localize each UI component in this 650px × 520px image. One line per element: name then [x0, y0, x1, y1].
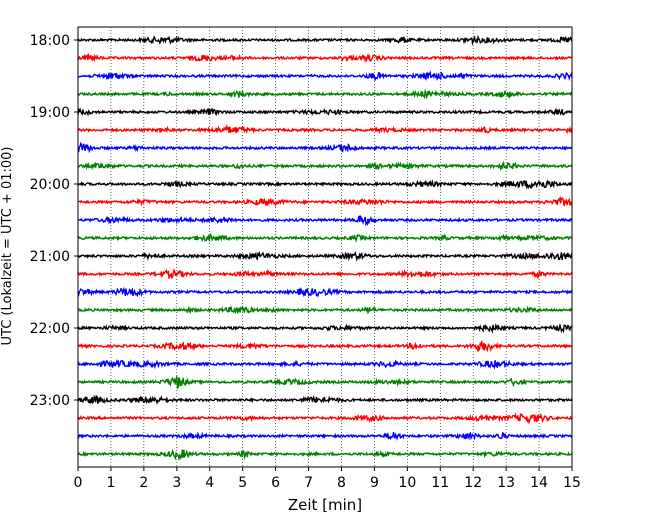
seismogram-trace [78, 34, 573, 46]
seismogram-trace [77, 286, 573, 298]
x-axis-label: Zeit [min] [288, 496, 362, 514]
y-tick-label: 19:00 [30, 105, 70, 121]
x-tick-label: 3 [172, 475, 181, 491]
seismogram-trace [77, 179, 573, 190]
y-tick-label: 21:00 [30, 249, 70, 265]
x-tick-label: 11 [431, 475, 449, 491]
seismogram-trace [77, 250, 573, 262]
x-tick-label: 1 [106, 475, 115, 491]
y-tick-label: 18:00 [30, 33, 70, 49]
x-tick-label: 5 [238, 475, 247, 491]
seismogram-trace [77, 322, 573, 334]
seismogram-trace [77, 123, 573, 135]
seismogram-trace [77, 448, 573, 461]
x-tick-label: 4 [205, 475, 214, 491]
seismogram-trace [77, 394, 573, 406]
x-tick-label: 13 [497, 475, 515, 491]
x-tick-label: 8 [337, 475, 346, 491]
y-axis-label: UTC (Lokalzeit = UTC + 01:00) [0, 147, 15, 346]
y-tick-label: 20:00 [30, 177, 70, 193]
x-tick-label: 2 [139, 475, 148, 491]
x-tick-label: 7 [304, 475, 313, 491]
seismogram-trace [77, 232, 573, 243]
grid-layer [110, 27, 540, 467]
seismogram-trace [77, 88, 573, 100]
seismogram-trace [77, 431, 573, 441]
x-tick-label: 9 [370, 475, 379, 491]
seismogram-trace [77, 107, 573, 117]
seismogram-trace [77, 376, 573, 390]
seismogram-trace [77, 358, 573, 370]
seismogram-trace [77, 52, 572, 64]
y-tick-label: 22:00 [30, 321, 70, 337]
seismogram-trace [77, 70, 573, 82]
seismogram-trace [77, 195, 573, 207]
x-tick-label: 0 [74, 475, 83, 491]
seismogram-trace [77, 141, 573, 154]
trace-layer [77, 34, 573, 461]
x-tick-label: 14 [530, 475, 548, 491]
y-tick-label: 23:00 [30, 393, 70, 409]
x-tick-label: 6 [271, 475, 280, 491]
x-tick-label: 15 [563, 475, 581, 491]
plot-frame [77, 26, 573, 468]
seismogram-trace [77, 305, 573, 315]
x-tick-label: 12 [464, 475, 482, 491]
seismogram-trace [77, 268, 573, 280]
seismogram-trace [77, 214, 573, 227]
seismogram-trace [77, 412, 573, 425]
tick-layer: 0 1 2 3 4 5 6 7 8 9 10 11 12 13 14 1518:0019:0020:0021:… [30, 33, 581, 491]
seismogram-trace [77, 340, 573, 353]
x-tick-label: 10 [398, 475, 416, 491]
seismogram-trace [77, 160, 573, 172]
